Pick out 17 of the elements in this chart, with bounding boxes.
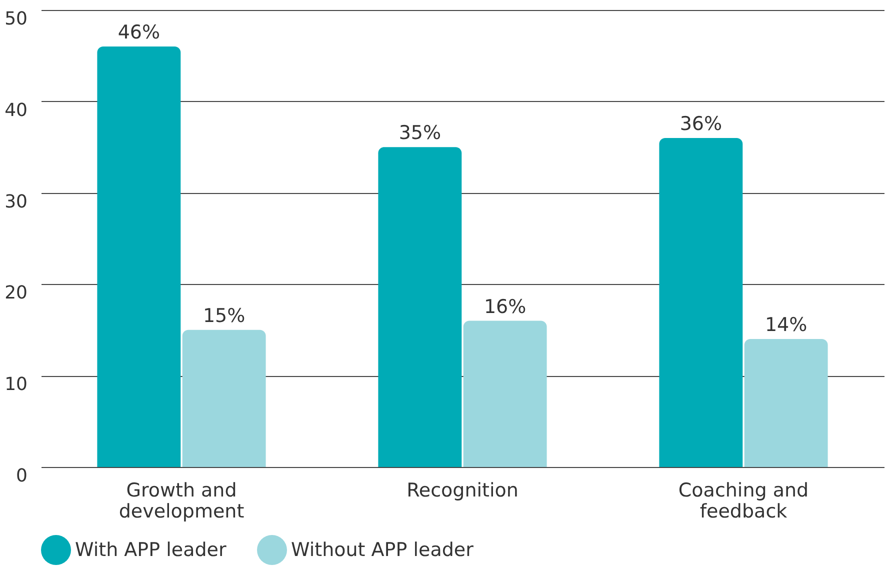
y-tick-label: 20 bbox=[4, 282, 28, 304]
data-label: 15% bbox=[202, 304, 246, 327]
legend-label: Without APP leader bbox=[291, 539, 474, 561]
y-tick-label: 30 bbox=[4, 191, 28, 212]
y-tick-label: 10 bbox=[4, 374, 28, 396]
x-tick-label: Growth and development bbox=[118, 480, 244, 522]
y-tick-label: 0 bbox=[16, 466, 28, 486]
data-label: 35% bbox=[398, 122, 442, 144]
x-tick-label: Recognition bbox=[406, 480, 518, 502]
data-label: 16% bbox=[484, 296, 526, 318]
y-tick-label: 40 bbox=[4, 100, 28, 121]
x-tick-label: Coaching and feedback bbox=[678, 480, 809, 522]
data-label: 46% bbox=[118, 22, 160, 44]
y-tick-label: 50 bbox=[4, 8, 28, 30]
data-label: 14% bbox=[764, 314, 808, 336]
legend-label: With APP leader bbox=[75, 539, 226, 561]
data-label: 36% bbox=[680, 112, 722, 135]
